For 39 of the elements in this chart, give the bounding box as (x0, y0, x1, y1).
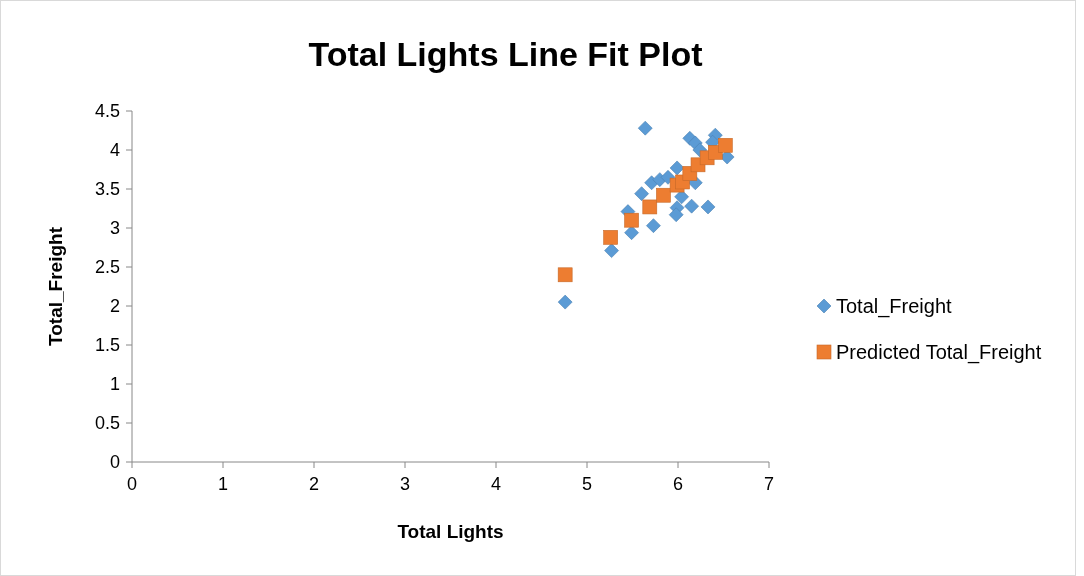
x-tick-label: 1 (217, 474, 229, 494)
x-tick-label: 0 (126, 474, 138, 494)
point (656, 187, 671, 203)
point (718, 138, 733, 153)
y-tick-label: 4 (109, 140, 120, 160)
y-tick-label: 3 (109, 218, 120, 238)
point (668, 207, 684, 223)
chart-title: Total Lights Line Fit Plot (308, 35, 703, 73)
point (624, 225, 639, 240)
y-tick-label: 2 (109, 296, 120, 316)
point (669, 160, 685, 176)
x-tick-label: 5 (581, 474, 593, 494)
x-tick-label: 6 (672, 474, 684, 494)
point (604, 243, 619, 258)
point (634, 186, 649, 201)
point (684, 198, 699, 214)
y-axis-title: Total_Freight (45, 226, 66, 346)
point (603, 230, 618, 245)
point (637, 120, 653, 136)
point (557, 267, 573, 283)
y-tick-label: 0 (109, 452, 120, 472)
y-tick-label: 1 (109, 374, 120, 394)
legend-label: Predicted Total_Freight (836, 341, 1042, 364)
x-tick-label: 4 (490, 474, 502, 494)
point (700, 199, 716, 215)
y-tick-label: 0.5 (94, 413, 120, 433)
x-tick-label: 2 (308, 474, 320, 494)
point (642, 199, 658, 215)
x-tick-label: 3 (399, 474, 411, 494)
point (557, 294, 573, 310)
y-tick-label: 2.5 (94, 257, 120, 277)
legend-label: Total_Freight (836, 295, 953, 318)
y-tick-label: 4.5 (94, 101, 120, 121)
point (646, 218, 661, 233)
y-tick-label: 1.5 (94, 335, 120, 355)
point (624, 212, 639, 228)
x-axis-title: Total Lights (397, 521, 504, 542)
y-tick-label: 3.5 (94, 179, 120, 199)
x-tick-label: 7 (763, 474, 775, 494)
